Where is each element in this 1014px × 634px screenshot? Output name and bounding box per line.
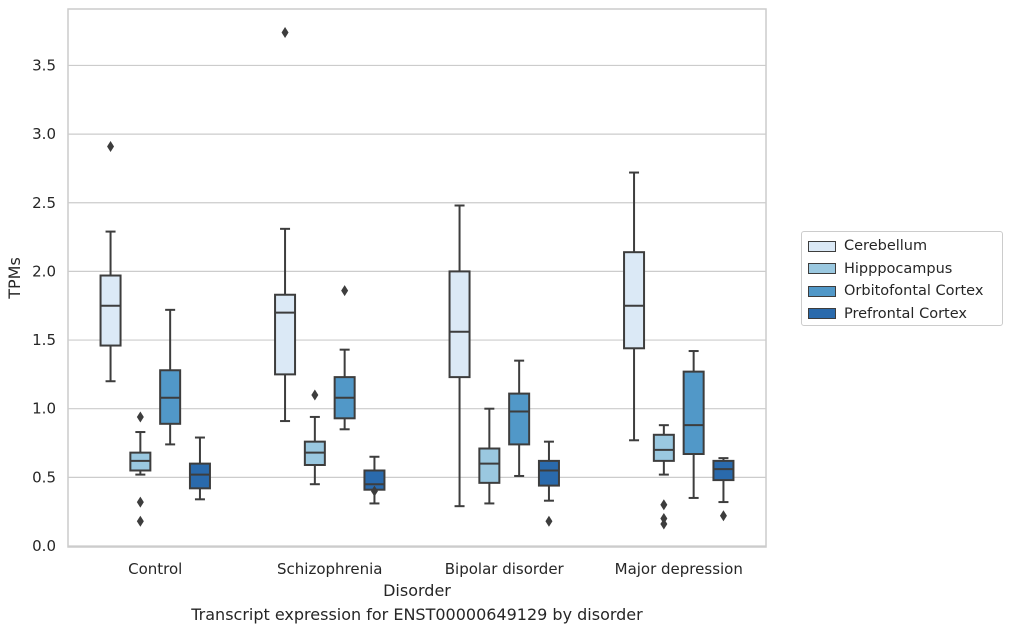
legend-label-orbitofontal-cortex: Orbitofontal Cortex bbox=[844, 283, 984, 300]
y-axis-title: TPMs bbox=[5, 257, 24, 300]
x-axis-title: Disorder bbox=[383, 581, 451, 600]
y-tick-label: 0.0 bbox=[32, 537, 56, 555]
box bbox=[129, 411, 152, 527]
legend-swatch-orbitofontal-cortex bbox=[808, 285, 836, 297]
plot-frame bbox=[67, 8, 767, 548]
box bbox=[448, 204, 471, 508]
iqr-box bbox=[682, 370, 705, 456]
box bbox=[478, 407, 501, 505]
outlier-point bbox=[281, 26, 289, 38]
y-tick-label: 3.0 bbox=[32, 125, 56, 143]
legend-swatch-prefrontal-cortex bbox=[808, 308, 836, 320]
y-tick-label: 2.5 bbox=[32, 194, 56, 212]
series-cerebellum bbox=[99, 26, 646, 508]
outlier-point bbox=[136, 411, 144, 423]
x-tick-label: Schizophrenia bbox=[277, 560, 382, 578]
legend-item-prefrontal-cortex: Prefrontal Cortex bbox=[808, 303, 1002, 326]
series-orbitofontal-cortex bbox=[159, 285, 705, 499]
box bbox=[623, 171, 646, 442]
outlier-point bbox=[660, 499, 668, 511]
series-hipppocampus bbox=[129, 389, 675, 530]
legend-label-cerebellum: Cerebellum bbox=[844, 238, 928, 255]
figure-caption: Transcript expression for ENST0000064912… bbox=[191, 605, 643, 624]
iqr-box bbox=[652, 433, 675, 462]
x-tick-label: Bipolar disorder bbox=[445, 560, 565, 578]
outlier-point bbox=[136, 496, 144, 508]
box-plot-series bbox=[99, 26, 735, 530]
outlier-point bbox=[311, 389, 319, 401]
y-tick-label: 0.5 bbox=[32, 468, 56, 486]
x-tick-label: Control bbox=[128, 560, 182, 578]
y-tick-label: 3.5 bbox=[32, 56, 56, 74]
legend: Cerebellum Hipppocampus Orbitofontal Cor… bbox=[801, 231, 1003, 326]
y-tick-label: 1.5 bbox=[32, 331, 56, 349]
iqr-box bbox=[188, 462, 211, 490]
outlier-point bbox=[136, 515, 144, 527]
outlier-point bbox=[107, 140, 115, 152]
iqr-box bbox=[623, 251, 646, 350]
legend-swatch-hipppocampus bbox=[808, 263, 836, 275]
box bbox=[274, 26, 297, 423]
outlier-point bbox=[545, 515, 553, 527]
y-tick-label: 1.0 bbox=[32, 400, 56, 418]
legend-item-orbitofontal-cortex: Orbitofontal Cortex bbox=[808, 280, 1002, 303]
iqr-box bbox=[537, 459, 560, 487]
grid-lines bbox=[68, 64, 766, 547]
x-tick-label: Major depression bbox=[615, 560, 743, 578]
box bbox=[537, 440, 560, 527]
legend-label-prefrontal-cortex: Prefrontal Cortex bbox=[844, 305, 967, 322]
box bbox=[159, 308, 182, 446]
iqr-box bbox=[448, 270, 471, 379]
iqr-box bbox=[274, 293, 297, 376]
box bbox=[652, 424, 675, 530]
outlier-point bbox=[370, 485, 378, 497]
legend-item-hipppocampus: Hipppocampus bbox=[808, 258, 1002, 281]
y-tick-labels: 0.0 0.5 1.0 1.5 2.0 2.5 3.0 3.5 bbox=[32, 56, 56, 555]
outlier-point bbox=[719, 510, 727, 522]
outlier-point bbox=[341, 285, 349, 297]
box bbox=[333, 285, 356, 431]
box bbox=[508, 359, 531, 477]
box bbox=[363, 455, 386, 505]
legend-label-hipppocampus: Hipppocampus bbox=[844, 260, 953, 277]
box bbox=[712, 457, 735, 522]
legend-item-cerebellum: Cerebellum bbox=[808, 235, 1002, 258]
iqr-box bbox=[508, 392, 531, 446]
legend-swatch-cerebellum bbox=[808, 240, 836, 252]
series-prefrontal-cortex bbox=[188, 436, 735, 527]
x-tick-labels: Control Schizophrenia Bipolar disorder Majo… bbox=[128, 560, 743, 578]
box bbox=[303, 389, 326, 486]
outlier-point bbox=[660, 518, 668, 530]
iqr-box bbox=[99, 274, 122, 347]
box bbox=[188, 436, 211, 501]
box bbox=[99, 140, 122, 383]
iqr-box bbox=[478, 447, 501, 484]
box bbox=[682, 350, 705, 499]
iqr-box bbox=[712, 459, 735, 482]
y-tick-label: 2.0 bbox=[32, 262, 56, 280]
